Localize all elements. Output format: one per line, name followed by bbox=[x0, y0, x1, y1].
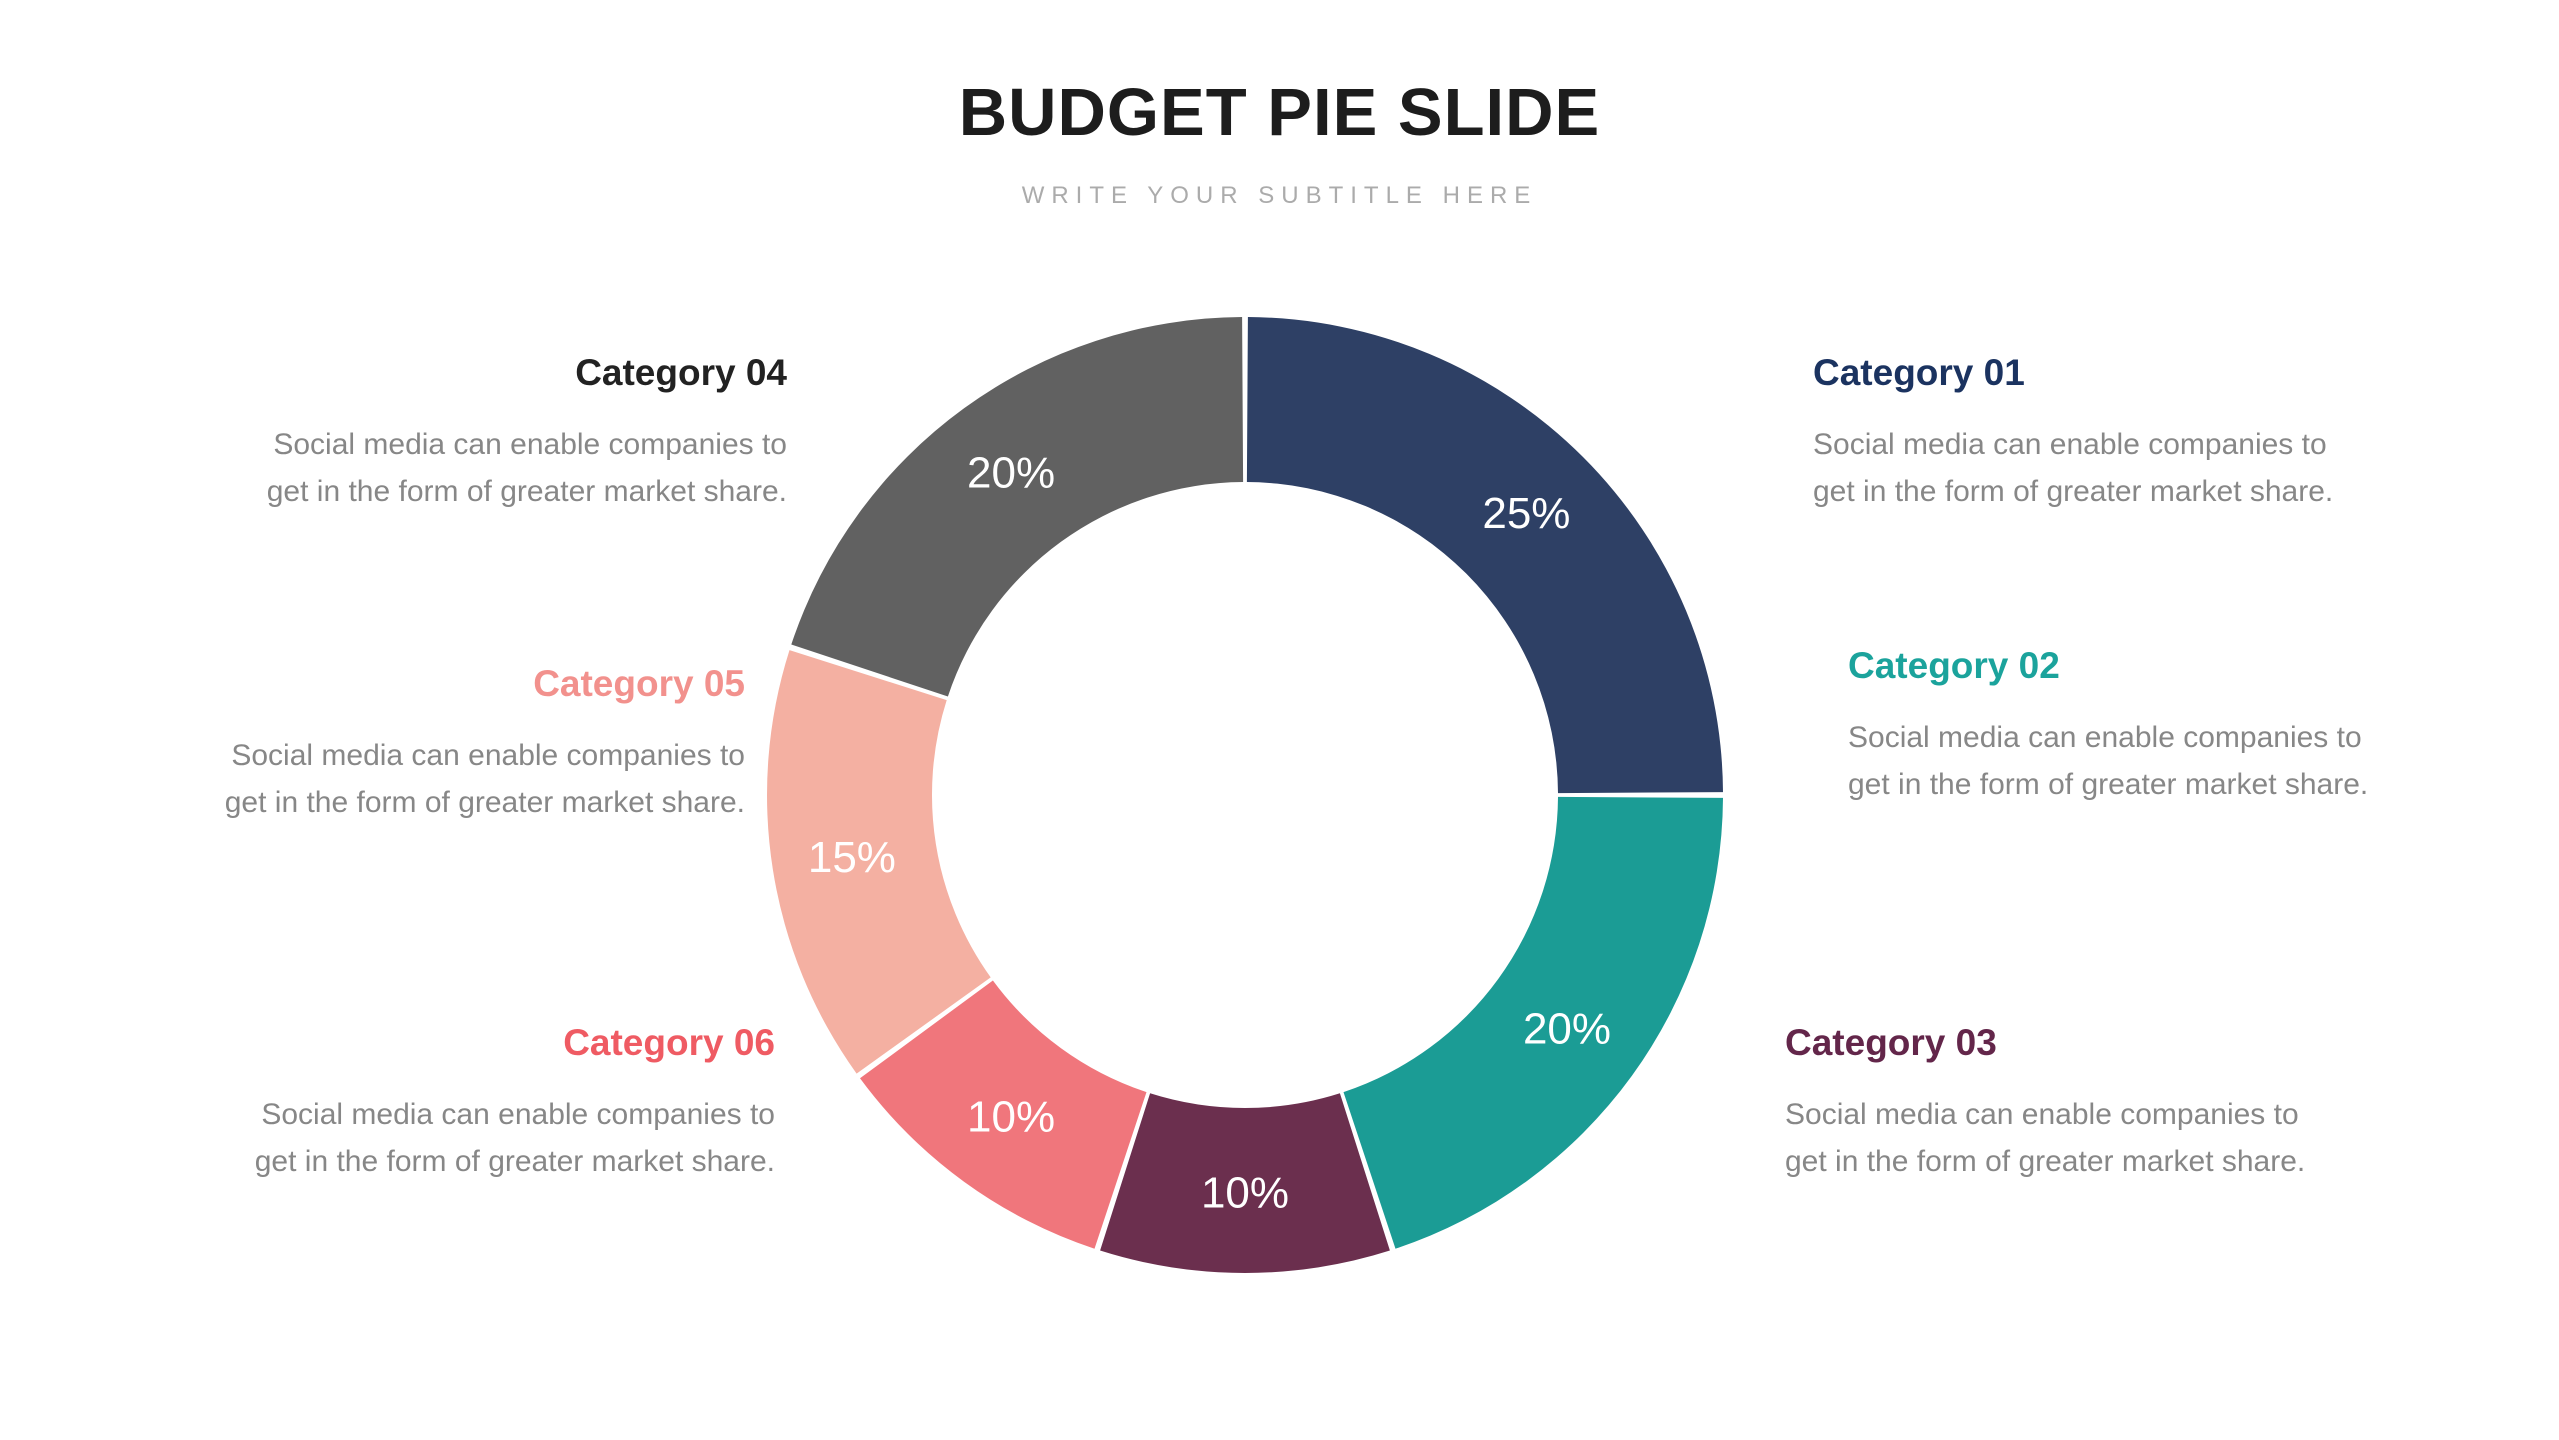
category-06-block: Category 06 Social media can enable comp… bbox=[255, 1022, 775, 1185]
segment-category-01 bbox=[1246, 317, 1723, 794]
segment-label-category-06: 10% bbox=[967, 1093, 1055, 1142]
segment-label-category-04: 20% bbox=[967, 449, 1055, 498]
category-03-block: Category 03 Social media can enable comp… bbox=[1785, 1022, 2305, 1185]
category-06-description: Social media can enable companies to get … bbox=[254, 1097, 775, 1178]
category-01-block: Category 01 Social media can enable comp… bbox=[1813, 352, 2333, 515]
category-04-description: Social media can enable companies to get … bbox=[266, 427, 787, 508]
segment-category-03 bbox=[1100, 1093, 1390, 1273]
category-05-block: Category 05 Social media can enable comp… bbox=[225, 663, 745, 826]
segment-category-06 bbox=[860, 980, 1147, 1249]
category-06-title: Category 06 bbox=[563, 1022, 775, 1063]
category-02-title: Category 02 bbox=[1848, 645, 2060, 686]
segment-category-02 bbox=[1343, 796, 1723, 1249]
category-02-description: Social media can enable companies to get … bbox=[1848, 720, 2369, 801]
segment-label-category-05: 15% bbox=[808, 833, 896, 882]
category-04-title: Category 04 bbox=[575, 352, 787, 393]
category-01-title: Category 01 bbox=[1813, 352, 2025, 393]
segment-label-category-02: 20% bbox=[1523, 1004, 1611, 1053]
category-03-description: Social media can enable companies to get … bbox=[1785, 1097, 2306, 1178]
page-subtitle: WRITE YOUR SUBTITLE HERE bbox=[1021, 182, 1538, 209]
category-01-description: Social media can enable companies to get … bbox=[1813, 427, 2334, 508]
category-03-title: Category 03 bbox=[1785, 1022, 1997, 1063]
category-04-block: Category 04 Social media can enable comp… bbox=[267, 352, 787, 515]
segment-label-category-03: 10% bbox=[1201, 1169, 1289, 1218]
category-05-description: Social media can enable companies to get … bbox=[224, 738, 745, 819]
page-title: BUDGET PIE SLIDE bbox=[958, 75, 1601, 150]
category-05-title: Category 05 bbox=[533, 663, 745, 704]
segment-category-04 bbox=[791, 317, 1244, 697]
segment-label-category-01: 25% bbox=[1482, 489, 1570, 538]
segment-category-05 bbox=[767, 650, 991, 1074]
category-02-block: Category 02 Social media can enable comp… bbox=[1848, 645, 2368, 808]
